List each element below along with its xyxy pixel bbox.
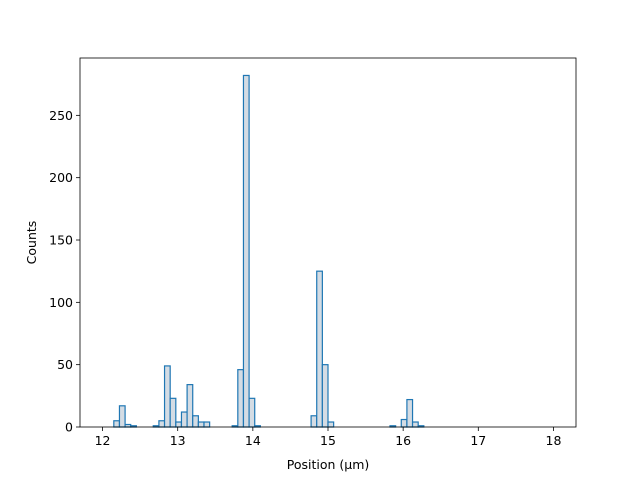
y-axis-ticks: 0 50 100 150 200 250 — [49, 108, 80, 435]
histogram-bar — [192, 415, 199, 428]
x-axis-ticks: 12 13 14 15 16 17 18 — [95, 427, 562, 448]
histogram-bar — [197, 421, 205, 428]
y-tick-label: 200 — [49, 170, 73, 185]
histogram-bar — [411, 421, 419, 428]
y-tick-label: 100 — [49, 295, 73, 310]
y-tick-label: 150 — [49, 233, 73, 248]
histogram-bar — [118, 405, 126, 428]
x-tick-label: 13 — [170, 433, 186, 448]
histogram-bar — [237, 369, 245, 428]
histogram-bar — [169, 397, 177, 428]
y-tick-label: 250 — [49, 108, 73, 123]
histogram-bar — [327, 421, 335, 428]
x-tick-label: 17 — [470, 433, 486, 448]
x-axis-label: Position (μm) — [287, 457, 370, 472]
histogram-bar — [321, 364, 329, 428]
histogram-bar — [113, 420, 121, 428]
x-tick-label: 14 — [245, 433, 261, 448]
histogram-bar — [316, 270, 323, 428]
histogram-bar — [158, 420, 166, 428]
histogram-bar — [310, 415, 318, 428]
histogram-bar — [163, 365, 171, 428]
y-axis-label: Counts — [24, 221, 39, 265]
histogram-bar — [186, 384, 194, 428]
histogram-bar — [248, 397, 256, 428]
histogram-bar — [406, 398, 414, 428]
y-tick-label: 0 — [65, 420, 73, 435]
histogram-bar — [242, 74, 250, 428]
histogram-bar — [175, 421, 183, 428]
x-tick-label: 18 — [546, 433, 562, 448]
histogram-bar — [203, 421, 211, 428]
histogram-bar — [180, 411, 188, 428]
histogram-bar — [400, 418, 408, 428]
y-tick-label: 50 — [57, 357, 73, 372]
x-tick-label: 15 — [320, 433, 336, 448]
x-tick-label: 16 — [395, 433, 411, 448]
x-tick-label: 12 — [95, 433, 111, 448]
